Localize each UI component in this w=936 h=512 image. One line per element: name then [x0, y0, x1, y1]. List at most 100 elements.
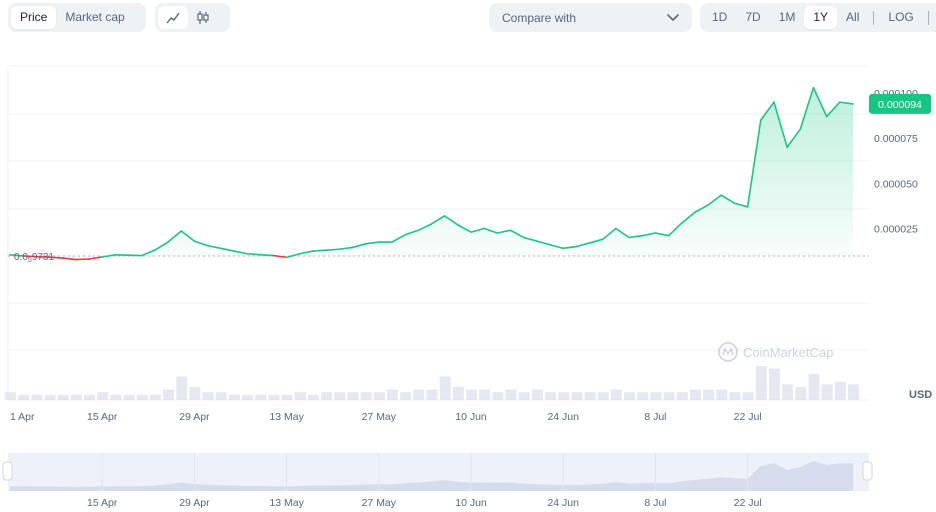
price-line-segment	[35, 255, 51, 258]
price-line-segment	[61, 257, 77, 261]
volume-bar	[268, 394, 280, 400]
x-axis-ticks: 1 Apr 15 Apr 29 Apr 13 May 27 May 10 Jun 24 Ju…	[10, 411, 762, 423]
navigator-right-handle[interactable]	[862, 461, 873, 481]
price-line-segment	[259, 253, 275, 257]
price-line-segment	[667, 222, 683, 237]
volume-bar	[413, 389, 425, 400]
price-line-segment	[206, 244, 222, 250]
volume-bar	[531, 389, 543, 400]
volume-bar	[281, 394, 293, 400]
price-line-segment	[746, 119, 762, 208]
navigator-x-ticks: 15 Apr 29 Apr 13 May 27 May 10 Jun 24 Jun 8 Ju…	[87, 497, 762, 509]
price-line-segment	[430, 215, 446, 225]
price-line-segment	[812, 86, 828, 118]
volume-bar	[294, 392, 306, 400]
volume-bar	[110, 394, 122, 400]
watermark-text: CoinMarketCap	[743, 345, 833, 360]
y-tick-label: 0.000025	[874, 223, 918, 235]
chevron-down-icon	[667, 13, 679, 21]
price-line-segment	[759, 101, 775, 121]
volume-bar	[597, 392, 609, 400]
volume-bar	[31, 394, 43, 400]
metric-tab-group: Price Market cap	[8, 3, 146, 32]
candlestick-icon	[197, 11, 209, 24]
volume-bar	[452, 386, 464, 400]
price-line-segment	[839, 101, 854, 105]
price-line-segment	[391, 234, 406, 243]
volume-bar	[149, 394, 161, 400]
range-1m[interactable]: 1M	[778, 10, 796, 24]
price-line-segment	[786, 128, 802, 149]
volume-bar	[808, 373, 820, 400]
volume-bar	[518, 392, 530, 400]
price-line-segment	[601, 227, 617, 241]
price-line-segment	[694, 204, 709, 214]
range-1y[interactable]: 1Y	[804, 6, 838, 29]
price-line-segment	[615, 227, 630, 239]
volume-bar	[624, 392, 636, 400]
volume-bar	[558, 392, 570, 400]
price-line-segment	[733, 202, 749, 208]
x-tick-label: 27 May	[362, 411, 397, 423]
volume-bar	[386, 389, 398, 400]
volume-bar	[84, 394, 96, 400]
range-all[interactable]: All	[846, 10, 860, 24]
toolbar-divider	[873, 10, 875, 25]
volume-bar	[729, 392, 741, 400]
tab-market-cap[interactable]: Market cap	[65, 10, 125, 24]
log-scale-toggle[interactable]: LOG	[888, 10, 914, 24]
price-line-segment	[825, 101, 841, 118]
line-chart-button[interactable]	[158, 6, 188, 29]
price-line-segment	[325, 248, 341, 251]
volume-bar	[215, 392, 227, 400]
price-line-segment	[628, 234, 644, 239]
price-line-segment	[404, 229, 420, 236]
x-tick-label: 22 Jul	[734, 411, 762, 423]
currency-label: USD	[909, 389, 933, 401]
tab-price[interactable]: Price	[11, 6, 57, 29]
candlestick-button[interactable]	[188, 6, 218, 29]
price-line-segment	[351, 243, 367, 249]
volume-bar	[5, 392, 16, 400]
volume-bar	[689, 389, 701, 400]
navigator[interactable]: 15 Apr 29 Apr 13 May 27 May 10 Jun 24 Jun 8 Ju…	[2, 453, 873, 509]
volume-bar	[189, 386, 201, 400]
volume-bar	[584, 392, 596, 400]
price-line-segment	[246, 252, 262, 256]
x-tick-label: 10 Jun	[455, 411, 487, 423]
navigator-left-handle[interactable]	[2, 461, 13, 481]
price-line-segment	[417, 223, 433, 232]
price-line-segment	[680, 211, 696, 224]
price-line-segment	[773, 101, 788, 149]
price-line-segment	[101, 254, 117, 258]
volume-bar	[321, 392, 333, 400]
chart-type-group	[155, 3, 230, 32]
navigator-tick-label: 15 Apr	[87, 497, 118, 509]
volume-bar	[163, 389, 175, 400]
navigator-tick-label: 8 Jul	[644, 497, 666, 509]
price-line-segment	[298, 250, 314, 255]
range-1d[interactable]: 1D	[712, 10, 728, 24]
volume-bar	[505, 389, 517, 400]
navigator-tick-label: 29 Apr	[179, 497, 210, 509]
price-area	[10, 87, 853, 260]
volume-bar	[44, 394, 56, 400]
volume-bar	[676, 392, 688, 400]
volume-bar	[492, 392, 504, 400]
price-line-segment	[75, 258, 90, 261]
navigator-tick-label: 22 Jul	[734, 497, 762, 509]
compare-label: Compare with	[502, 10, 577, 25]
price-line-segment	[154, 241, 169, 251]
x-tick-label: 15 Apr	[87, 411, 118, 423]
compare-with-dropdown[interactable]: Compare with	[489, 3, 692, 32]
volume-bar	[795, 386, 807, 400]
range-7d[interactable]: 7D	[745, 10, 761, 24]
volume-bar	[255, 394, 267, 400]
line-chart-icon	[166, 12, 180, 23]
x-tick-label: 24 Jun	[547, 411, 579, 423]
price-line-segment	[140, 249, 156, 257]
volume-bar	[18, 394, 30, 400]
price-line-segment	[536, 240, 551, 246]
price-line-segment	[562, 245, 578, 250]
volume-bar	[70, 394, 82, 400]
